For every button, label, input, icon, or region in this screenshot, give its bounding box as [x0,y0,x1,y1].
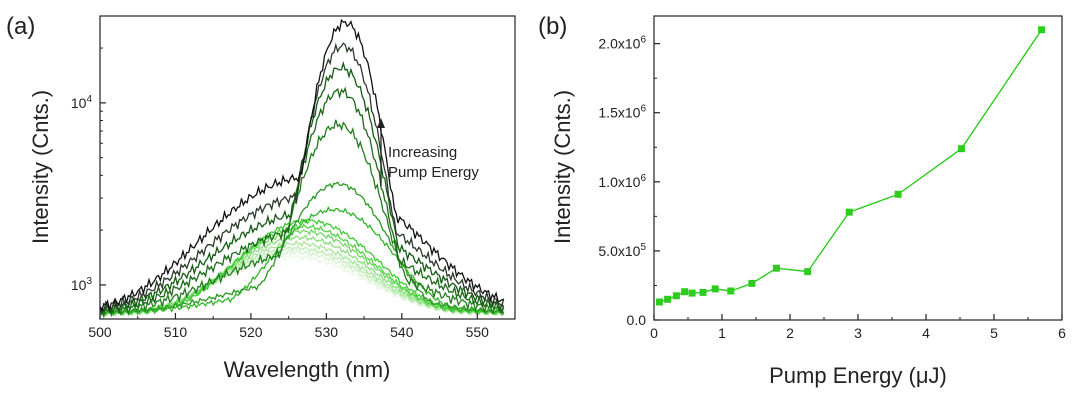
pump-energy-point [727,287,735,295]
panel-b-x-tick-label: 3 [854,325,862,341]
pump-energy-point [1038,26,1046,34]
spectrum-line [99,60,505,317]
panel-a-x-tick-label: 540 [390,324,414,340]
annotation-line-2: Pump Energy [388,164,479,181]
panel-a-frame [99,15,516,320]
panel-b-y-tick-label-exponent: 6 [640,173,646,184]
pump-energy-point [772,264,780,272]
spectrum-line [99,206,505,317]
panel-a-x-tick-label: 550 [466,324,490,340]
pump-energy-point [957,145,965,153]
panel-a-x-tick-label: 530 [315,324,339,340]
panel-b-y-tick-label: 2.0x106 [598,35,646,52]
panel-a-x-tick-label: 510 [164,324,188,340]
spectrum-line [99,42,505,314]
pump-energy-point [672,292,680,300]
panel-a-x-ticks: 500 510 520 530 540 550 [88,313,516,340]
panel-b-x-tick-label: 6 [1058,325,1066,341]
panel-b-x-tick-label: 2 [786,325,794,341]
pump-energy-point [681,288,689,296]
panel-b-y-tick-label-base: 1.0x10 [598,174,640,190]
panel-a-x-axis-title: Wavelength (nm) [224,357,391,382]
panel-b-y-tick-label-exponent: 6 [640,35,646,46]
panel-b-x-axis-title: Pump Energy (μJ) [769,363,947,388]
pump-energy-point [894,190,902,198]
pump-energy-point [699,288,707,296]
spectrum-line [99,18,504,313]
panel-a-y-tick-label-base: 10 [71,277,87,293]
panel-b-x-tick-label: 1 [718,325,726,341]
pump-energy-point [655,298,663,306]
panel-b-x-tick-label: 4 [922,325,930,341]
panel-a-y-tick-label: 104 [71,94,93,111]
panel-b-x-ticks: 0 1 2 3 4 5 6 [650,314,1066,341]
panel-a-y-tick-label-base: 10 [71,95,87,111]
panel-a-x-tick-label: 520 [239,324,263,340]
panel-b-y-tick-label: 0.0 [627,312,647,328]
panel-b-y-tick-label: 1.5x106 [598,104,646,121]
panel-b-y-tick-label: 1.0x106 [598,173,646,190]
panel-b-x-tick-label: 0 [650,325,658,341]
pump-energy-point [688,289,696,297]
pump-energy-point [711,285,719,293]
panel-a-series-group [99,18,505,319]
spectrum-line [99,181,505,316]
panel-b-label: (b) [538,13,567,40]
pump-energy-point [845,208,853,216]
panel-b-y-tick-label-base: 2.0x10 [598,36,640,52]
panel-b-y-tick-label-exponent: 5 [640,242,646,253]
panel-a-y-tick-label-exponent: 4 [86,94,92,105]
panel-b-y-tick-label-base: 1.5x10 [598,105,640,121]
panel-b-x-tick-label: 5 [990,325,998,341]
panel-b-series-group [655,26,1046,306]
spectrum-line [99,119,505,319]
annotation-line-1: Increasing [388,144,457,161]
panel-a-label: (a) [6,13,35,40]
panel-a-x-tick-label: 500 [88,324,112,340]
panel-a-y-tick-label-exponent: 3 [86,276,92,287]
panel-b-y-tick-label-base: 5.0x10 [598,243,640,259]
pump-energy-point [748,279,756,287]
panel-a-y-tick-label: 103 [71,276,93,293]
panel-b-y-axis-title: Intensity (Cnts.) [550,90,575,244]
panel-a-y-axis-title: Intensity (Cnts.) [28,90,53,244]
panel-b-y-tick-label-exponent: 6 [640,104,646,115]
pump-energy-line [659,29,1043,303]
panel-b-y-tick-label: 5.0x105 [598,242,646,259]
pump-energy-point [664,295,672,303]
panel-b-frame [653,15,1063,321]
pump-energy-point [804,268,812,276]
annotation-arrow-head [377,118,385,128]
